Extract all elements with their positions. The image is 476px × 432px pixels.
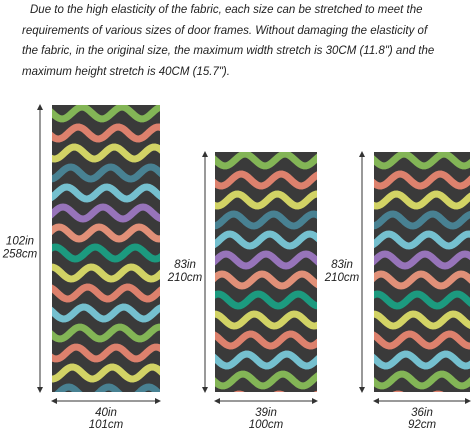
wave <box>52 323 160 343</box>
wave <box>215 310 317 330</box>
wave-pattern <box>215 152 317 392</box>
wave <box>215 290 317 310</box>
wave <box>374 290 470 310</box>
description-line: the fabric, in the original size, the ma… <box>22 45 434 57</box>
wave-pattern <box>374 152 470 392</box>
height-cm: 210cm <box>324 272 360 284</box>
height-in: 102in <box>6 236 34 248</box>
height-in: 83in <box>331 259 353 271</box>
wave <box>215 370 317 390</box>
wave <box>374 152 470 170</box>
wave <box>52 183 160 203</box>
wave <box>374 350 470 370</box>
wave <box>233 390 317 392</box>
description-line: requirements of various sizes of door fr… <box>22 25 429 37</box>
wave <box>52 203 160 223</box>
wave <box>52 303 160 323</box>
description-line: Due to the high elasticity of the fabric… <box>30 4 423 16</box>
width-cm: 100cm <box>249 419 284 431</box>
wave <box>52 143 160 163</box>
wave <box>52 243 160 263</box>
width-in: 40in <box>95 407 117 419</box>
description: Due to the high elasticity of the fabric… <box>22 4 434 78</box>
doors: 102in258cm40in101cm83in210cm39in100cm83i… <box>2 104 471 431</box>
wave <box>215 230 317 250</box>
wave <box>374 270 470 290</box>
wave <box>52 123 160 143</box>
wave <box>52 343 160 363</box>
wave <box>215 152 317 170</box>
wave <box>215 330 317 350</box>
width-in: 36in <box>411 407 433 419</box>
wave <box>215 170 317 190</box>
wave <box>374 230 470 250</box>
height-cm: 258cm <box>2 249 38 261</box>
description-line: maximum height stretch is 40CM (15.7"). <box>22 66 230 78</box>
wave <box>215 250 317 270</box>
height-cm: 210cm <box>167 272 203 284</box>
wave <box>52 223 160 243</box>
wave <box>54 383 160 392</box>
wave <box>52 363 160 383</box>
width-in: 39in <box>255 407 277 419</box>
wave <box>52 263 160 283</box>
wave <box>374 370 470 390</box>
wave <box>374 190 470 210</box>
wave <box>52 283 160 303</box>
wave <box>52 163 160 183</box>
wave <box>215 210 317 230</box>
height-in: 83in <box>174 259 196 271</box>
wave <box>374 310 470 330</box>
wave <box>392 390 444 392</box>
wave <box>374 210 470 230</box>
wave <box>215 190 317 210</box>
wave <box>374 330 470 350</box>
width-cm: 92cm <box>408 419 437 431</box>
wave <box>215 350 317 370</box>
wave <box>374 250 470 270</box>
wave <box>374 170 470 190</box>
wave <box>215 270 317 290</box>
wave-pattern <box>52 105 160 392</box>
width-cm: 101cm <box>89 419 124 431</box>
wave <box>52 105 160 123</box>
